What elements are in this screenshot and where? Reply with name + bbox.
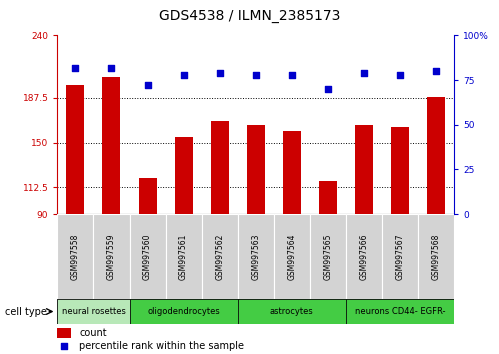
- Text: GSM997562: GSM997562: [215, 233, 224, 280]
- Bar: [418, 214, 454, 299]
- Point: [144, 82, 152, 88]
- Bar: [130, 299, 238, 324]
- Point: [60, 343, 68, 349]
- Point: [396, 72, 404, 78]
- Point: [432, 68, 440, 74]
- Bar: [57, 299, 130, 324]
- Bar: [391, 127, 409, 214]
- Text: GDS4538 / ILMN_2385173: GDS4538 / ILMN_2385173: [159, 9, 340, 23]
- Text: GSM997564: GSM997564: [287, 233, 296, 280]
- Text: GSM997565: GSM997565: [323, 233, 332, 280]
- Bar: [283, 131, 301, 214]
- Point: [360, 70, 368, 76]
- Bar: [66, 85, 84, 214]
- Text: GSM997560: GSM997560: [143, 233, 152, 280]
- Bar: [57, 327, 71, 338]
- Bar: [247, 125, 265, 214]
- Bar: [238, 214, 274, 299]
- Text: oligodendrocytes: oligodendrocytes: [147, 307, 220, 316]
- Text: count: count: [79, 327, 107, 338]
- Point: [324, 86, 332, 92]
- Bar: [139, 178, 157, 214]
- Text: GSM997558: GSM997558: [71, 233, 80, 280]
- Text: GSM997567: GSM997567: [396, 233, 405, 280]
- Bar: [202, 214, 238, 299]
- Bar: [166, 214, 202, 299]
- Bar: [102, 77, 120, 214]
- Text: GSM997559: GSM997559: [107, 233, 116, 280]
- Bar: [355, 125, 373, 214]
- Text: astrocytes: astrocytes: [270, 307, 314, 316]
- Bar: [93, 214, 130, 299]
- Bar: [346, 299, 454, 324]
- Text: neurons CD44- EGFR-: neurons CD44- EGFR-: [355, 307, 445, 316]
- Point: [288, 72, 296, 78]
- Bar: [211, 121, 229, 214]
- Bar: [382, 214, 418, 299]
- Point: [251, 72, 259, 78]
- Bar: [310, 214, 346, 299]
- Text: percentile rank within the sample: percentile rank within the sample: [79, 341, 244, 352]
- Point: [180, 72, 188, 78]
- Point: [216, 70, 224, 76]
- Bar: [427, 97, 445, 214]
- Bar: [175, 137, 193, 214]
- Text: cell type: cell type: [5, 307, 47, 316]
- Text: GSM997566: GSM997566: [359, 233, 368, 280]
- Bar: [319, 181, 337, 214]
- Bar: [274, 214, 310, 299]
- Text: GSM997563: GSM997563: [251, 233, 260, 280]
- Bar: [238, 299, 346, 324]
- Bar: [57, 214, 93, 299]
- Point: [107, 65, 115, 70]
- Bar: [130, 214, 166, 299]
- Text: neural rosettes: neural rosettes: [61, 307, 125, 316]
- Text: GSM997568: GSM997568: [432, 233, 441, 280]
- Point: [71, 65, 79, 70]
- Bar: [346, 214, 382, 299]
- Text: GSM997561: GSM997561: [179, 233, 188, 280]
